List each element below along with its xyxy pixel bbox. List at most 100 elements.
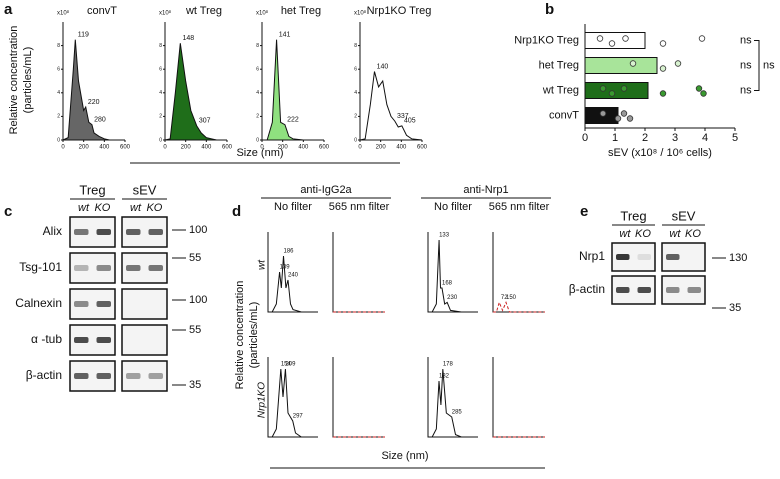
- axis: [332, 232, 385, 313]
- band: [126, 265, 141, 271]
- x-tick-label: 200: [376, 145, 387, 151]
- peak-label: 178: [443, 362, 454, 368]
- peak-label: 220: [88, 99, 100, 106]
- y-tick-label: 8: [57, 43, 60, 49]
- data-point: [599, 110, 607, 117]
- line: [268, 368, 318, 438]
- data-point: [700, 90, 707, 97]
- category-label: het Treg: [539, 59, 579, 71]
- x-tick-label: 4: [702, 132, 708, 144]
- peak-label: 222: [287, 117, 299, 124]
- y-axis-label: (particles/mL): [248, 302, 260, 369]
- lane-label: KO: [685, 228, 701, 240]
- band: [96, 229, 111, 235]
- panel-label: d: [232, 203, 241, 220]
- area: [359, 71, 423, 141]
- band: [126, 229, 141, 235]
- y-tick-label: 6: [354, 67, 357, 73]
- y-tick-label: 6: [57, 67, 60, 73]
- band: [74, 373, 89, 379]
- y-tick-label: 2: [354, 114, 357, 120]
- significance: ns: [740, 34, 752, 46]
- lane-label: wt: [669, 228, 681, 240]
- band: [148, 265, 163, 271]
- y-tick-label: 4: [159, 90, 162, 96]
- chart-title: convT: [87, 5, 117, 17]
- line: [493, 300, 545, 313]
- y-tick-label: 8: [354, 43, 357, 49]
- group-label: sEV: [133, 182, 157, 197]
- band: [96, 265, 111, 271]
- band: [96, 373, 111, 379]
- peak-label: 297: [293, 414, 304, 420]
- band: [148, 373, 163, 379]
- data-point: [620, 85, 628, 92]
- category-label: Nrp1KO Treg: [514, 34, 579, 46]
- significance: ns: [740, 59, 752, 71]
- x-tick-label: 400: [201, 145, 212, 151]
- y-tick-label: 0: [159, 137, 162, 143]
- condition: No filter: [274, 201, 312, 213]
- x-tick-label: 3: [672, 132, 678, 144]
- peak-label: 186: [283, 249, 294, 255]
- group-title: anti-IgG2a: [300, 184, 352, 196]
- y-tick-label: 0: [354, 137, 357, 143]
- y-tick-label: 2: [256, 114, 259, 120]
- blot-frame: [121, 288, 168, 320]
- chart-title: Nrp1KO Treg: [367, 5, 432, 17]
- row-label: β-actin: [569, 282, 605, 296]
- row-label: β-actin: [26, 368, 62, 382]
- significance: ns: [763, 59, 775, 71]
- x-tick-label: 600: [417, 145, 428, 151]
- y-tick-label: 4: [57, 90, 60, 96]
- row-label: Tsg-101: [19, 260, 62, 274]
- data-point: [698, 35, 706, 42]
- condition: 565 nm filter: [329, 201, 390, 213]
- y-tick-label: 8: [159, 43, 162, 49]
- bracket: [754, 40, 760, 91]
- data-point: [596, 35, 604, 42]
- area: [164, 43, 227, 141]
- x-tick-label: 200: [181, 145, 192, 151]
- y-tick-label: 2: [57, 114, 60, 120]
- area: [262, 39, 324, 141]
- peak-label: 280: [94, 117, 106, 124]
- band: [616, 287, 630, 293]
- data-point: [695, 85, 703, 92]
- band: [74, 229, 89, 235]
- data-point: [620, 110, 628, 117]
- data-point: [674, 60, 682, 67]
- bar: [584, 82, 649, 99]
- peak-label: 133: [439, 233, 450, 239]
- marker-label: 130: [729, 252, 747, 264]
- y-tick-label: 6: [159, 67, 162, 73]
- x-axis-label: Size (nm): [236, 147, 283, 159]
- axis: [332, 357, 385, 438]
- bar: [584, 32, 646, 49]
- panel-label: b: [545, 1, 554, 18]
- band: [637, 287, 651, 293]
- x-tick-label: 200: [278, 145, 289, 151]
- band: [74, 337, 89, 343]
- row-label: wt: [257, 259, 268, 270]
- y-tick-label: 4: [256, 90, 259, 96]
- y-tick-label: 4: [354, 90, 357, 96]
- lane-label: wt: [78, 202, 90, 214]
- y-tick-label: 6: [256, 67, 259, 73]
- peak-label: 140: [377, 63, 389, 70]
- band: [126, 373, 141, 379]
- peak-label: 139: [280, 265, 291, 271]
- data-point: [659, 40, 667, 47]
- group-title: anti-Nrp1: [463, 184, 508, 196]
- y-axis-label: (particles/mL): [22, 47, 34, 114]
- row-label: Alix: [43, 224, 62, 238]
- peak-label: 132: [439, 374, 450, 380]
- data-point: [626, 115, 634, 122]
- band: [637, 254, 651, 260]
- area: [62, 39, 125, 141]
- chart-title: het Treg: [281, 5, 321, 17]
- y-axis-label: Relative concentration: [234, 281, 246, 390]
- group-label: sEV: [672, 208, 696, 223]
- x-axis-label: sEV (x10⁸ / 10⁶ cells): [608, 147, 712, 159]
- band: [616, 254, 630, 260]
